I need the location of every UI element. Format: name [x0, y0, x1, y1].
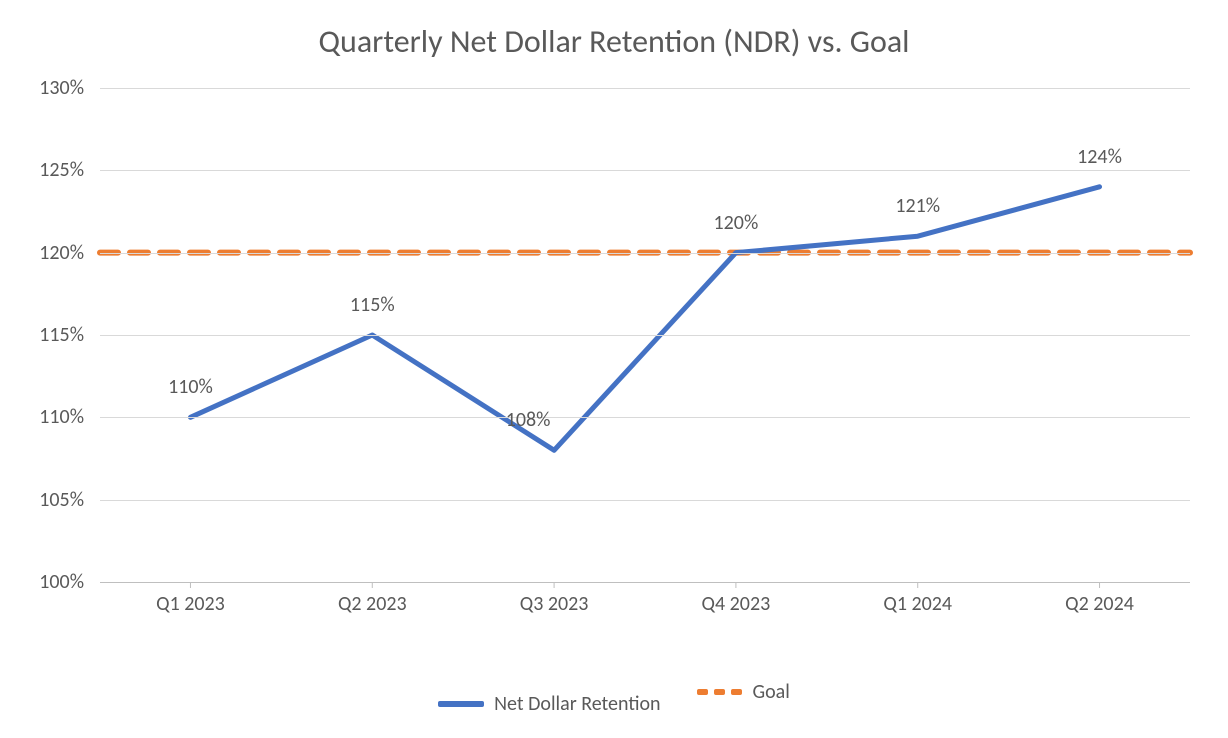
x-tick-label: Q4 2023 — [702, 582, 771, 616]
gridline — [100, 417, 1190, 418]
x-tick-label: Q1 2024 — [883, 582, 952, 616]
legend-swatch — [697, 689, 743, 695]
data-label: 115% — [350, 293, 395, 317]
legend-item: Net Dollar Retention — [438, 692, 660, 716]
y-tick-label: 130% — [39, 76, 100, 100]
gridline — [100, 88, 1190, 89]
gridline — [100, 500, 1190, 501]
y-tick-label: 125% — [39, 158, 100, 182]
gridline — [100, 170, 1190, 171]
y-tick-label: 100% — [39, 570, 100, 594]
data-label: 108% — [506, 408, 551, 432]
chart-title: Quarterly Net Dollar Retention (NDR) vs.… — [0, 22, 1228, 61]
gridline — [100, 335, 1190, 336]
x-tick-label: Q2 2024 — [1065, 582, 1134, 616]
data-label: 124% — [1077, 145, 1122, 169]
x-tick-label: Q1 2023 — [156, 582, 225, 616]
x-tick-label: Q3 2023 — [520, 582, 589, 616]
y-tick-label: 105% — [39, 488, 100, 512]
x-tick-label: Q2 2023 — [338, 582, 407, 616]
legend-item: Goal — [697, 680, 790, 704]
legend-label: Goal — [753, 680, 790, 704]
gridline — [100, 582, 1190, 583]
y-tick-label: 115% — [39, 323, 100, 347]
y-tick-label: 110% — [39, 405, 100, 429]
gridline — [100, 253, 1190, 254]
ndr-chart: Quarterly Net Dollar Retention (NDR) vs.… — [0, 0, 1228, 738]
y-tick-label: 120% — [39, 241, 100, 265]
legend: Net Dollar Retention Goal — [0, 680, 1228, 716]
legend-label: Net Dollar Retention — [494, 692, 660, 716]
plot-area: 100%105%110%115%120%125%130%Q1 2023Q2 20… — [100, 88, 1190, 582]
data-label: 110% — [168, 375, 213, 399]
legend-swatch — [438, 701, 484, 707]
data-label: 120% — [714, 211, 759, 235]
series-line — [190, 187, 1099, 450]
data-label: 121% — [895, 194, 940, 218]
